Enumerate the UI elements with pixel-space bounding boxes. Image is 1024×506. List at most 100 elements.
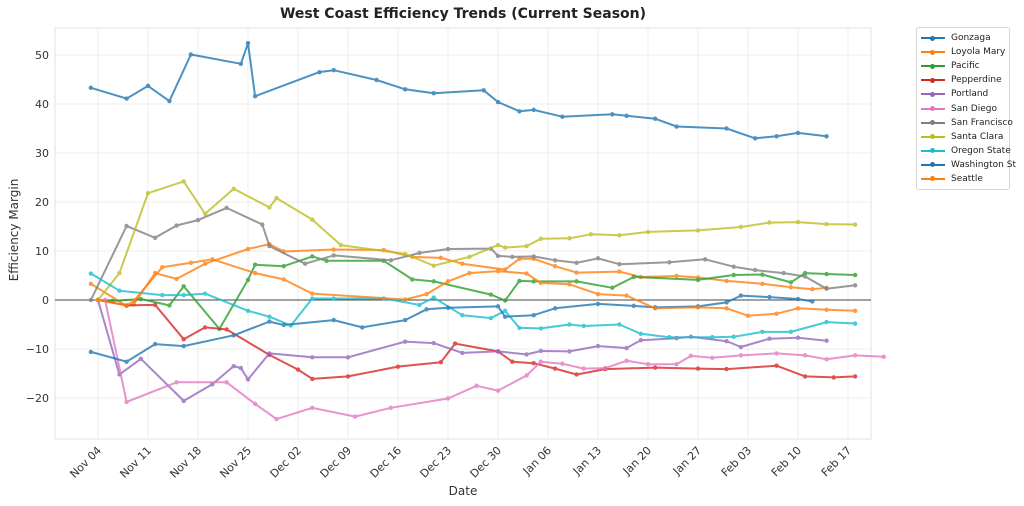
data-point <box>417 250 422 256</box>
data-point <box>774 311 779 316</box>
data-point <box>267 319 272 324</box>
series-line <box>97 299 856 380</box>
data-point <box>524 352 529 357</box>
data-point <box>431 263 436 268</box>
data-point <box>767 294 772 300</box>
data-point <box>724 338 729 344</box>
data-point <box>688 353 694 359</box>
data-point <box>552 263 558 269</box>
data-point <box>538 236 544 241</box>
data-point <box>252 93 258 99</box>
data-point <box>738 353 744 358</box>
legend-label: Washington St <box>951 159 1016 170</box>
data-point <box>695 305 701 310</box>
data-point <box>310 217 315 222</box>
data-point <box>631 303 636 309</box>
data-point <box>824 134 829 139</box>
data-point <box>795 335 801 340</box>
data-point <box>567 322 572 327</box>
data-point <box>267 314 272 319</box>
data-point <box>281 263 286 269</box>
data-point <box>445 396 451 401</box>
data-point <box>517 109 522 114</box>
data-point <box>160 264 165 270</box>
legend-swatch-icon <box>921 160 945 170</box>
data-point <box>552 366 558 371</box>
x-tick-label: Feb 10 <box>769 444 804 479</box>
x-tick-label: Dec 02 <box>268 444 305 481</box>
data-point <box>538 326 544 331</box>
x-tick-label: Nov 18 <box>167 444 204 481</box>
legend-label: Oregon State <box>951 145 1011 156</box>
data-point <box>495 388 501 393</box>
data-point <box>824 338 829 343</box>
data-point <box>738 344 744 350</box>
series-seattle <box>95 257 858 318</box>
data-point <box>224 327 229 332</box>
data-point <box>145 190 151 196</box>
data-point <box>531 107 536 113</box>
data-point <box>181 284 186 289</box>
legend-label: Santa Clara <box>951 131 1004 142</box>
data-point <box>710 355 715 361</box>
data-point <box>595 291 601 297</box>
data-point <box>431 295 436 300</box>
data-point <box>810 299 815 304</box>
x-axis-label: Date <box>449 484 478 498</box>
data-point <box>760 281 765 287</box>
data-point <box>624 113 629 118</box>
data-point <box>352 414 358 419</box>
series-line <box>104 299 884 421</box>
series-san-diego <box>102 297 886 422</box>
data-point <box>438 255 444 261</box>
legend-item: Gonzaga <box>917 31 1009 45</box>
data-point <box>517 325 522 331</box>
legend-label: Gonzaga <box>951 33 991 44</box>
data-point <box>724 300 729 305</box>
data-point <box>502 298 508 303</box>
data-point <box>788 329 794 335</box>
data-point <box>595 301 601 307</box>
data-point <box>560 361 565 366</box>
data-point <box>131 298 136 304</box>
data-point <box>181 398 186 404</box>
data-point <box>467 254 472 260</box>
data-point <box>624 358 629 363</box>
data-point <box>331 67 336 73</box>
legend-label: Seattle <box>951 173 983 184</box>
data-point <box>252 401 258 407</box>
data-point <box>467 270 472 276</box>
data-point <box>388 405 394 410</box>
data-point <box>374 77 379 83</box>
data-point <box>510 254 515 260</box>
x-tick-label: Nov 25 <box>217 444 254 481</box>
data-point <box>402 317 408 323</box>
data-point <box>852 321 858 326</box>
data-point <box>188 260 194 265</box>
data-point <box>538 280 544 286</box>
data-point <box>281 322 286 328</box>
data-point <box>345 355 351 360</box>
data-point <box>731 272 736 278</box>
data-point <box>181 337 186 342</box>
data-point <box>795 306 801 311</box>
data-point <box>174 223 179 228</box>
data-point <box>388 258 394 263</box>
x-tick-label: Dec 30 <box>468 444 505 481</box>
data-point <box>802 353 808 358</box>
data-point <box>245 377 251 382</box>
data-point <box>538 348 544 354</box>
data-point <box>202 211 208 216</box>
data-point <box>624 345 629 351</box>
data-point <box>117 270 122 276</box>
series-santa-clara <box>95 179 858 303</box>
data-point <box>524 373 529 378</box>
data-point <box>245 308 251 313</box>
y-tick-label: 0 <box>42 294 49 307</box>
data-point <box>245 277 251 283</box>
data-point <box>331 296 336 301</box>
data-point <box>852 308 858 313</box>
data-point <box>138 296 144 302</box>
data-point <box>631 274 636 280</box>
